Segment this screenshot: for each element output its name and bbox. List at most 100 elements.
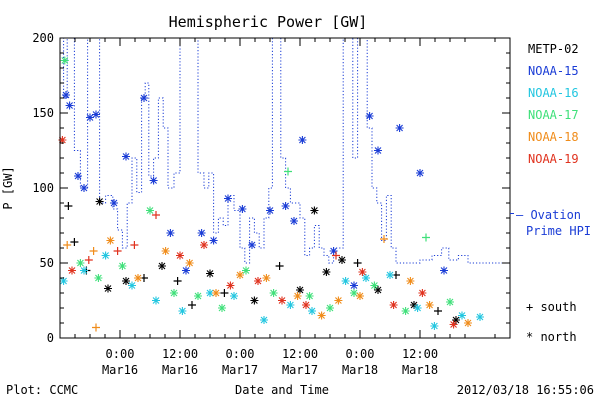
data-point xyxy=(206,289,214,297)
y-tick-label: 200 xyxy=(32,31,54,45)
data-point xyxy=(406,277,415,285)
x-tick-label-date: Mar18 xyxy=(342,363,378,377)
data-point xyxy=(353,259,362,267)
data-point xyxy=(386,271,394,279)
data-point xyxy=(118,262,127,270)
x-tick-label-date: Mar16 xyxy=(102,363,138,377)
data-point xyxy=(242,266,250,275)
data-point xyxy=(446,298,454,306)
data-point xyxy=(293,292,302,300)
data-point xyxy=(206,269,214,278)
data-point xyxy=(317,311,326,320)
legend-entry-metp-02: METP-02 xyxy=(528,42,579,56)
data-point xyxy=(308,307,316,315)
data-point xyxy=(281,202,290,210)
data-point xyxy=(422,233,430,242)
data-point xyxy=(146,206,154,215)
data-point xyxy=(298,136,307,144)
data-point xyxy=(152,211,160,219)
data-point xyxy=(356,292,364,300)
data-point xyxy=(413,304,422,312)
data-point xyxy=(92,323,100,332)
data-point xyxy=(64,202,73,210)
data-point xyxy=(63,241,72,249)
legend-entry-noaa-19: NOAA-19 xyxy=(528,152,579,166)
y-tick-label: 150 xyxy=(32,106,54,120)
marker-legend-south: + south xyxy=(526,300,577,314)
x-tick-label-time: 0:00 xyxy=(106,347,135,361)
axes: 0 50 100 150 200 0:00 Mar16 12:00 Mar16 0:00 Mar17… xyxy=(32,31,510,377)
data-point xyxy=(209,236,218,245)
legend-entry-noaa-18: NOAA-18 xyxy=(528,130,579,144)
data-point xyxy=(380,235,388,243)
data-point xyxy=(134,274,142,282)
data-point xyxy=(122,152,130,161)
data-point xyxy=(250,296,259,305)
y-tick-label: 100 xyxy=(32,181,54,195)
legend-ovation-label: — Ovation xyxy=(516,208,581,222)
data-point xyxy=(238,205,247,213)
data-point xyxy=(341,277,350,285)
data-point xyxy=(425,301,434,309)
legend: METP-02 NOAA-15 NOAA-16 NOAA-17 NOAA-18 NOAA-… xyxy=(510,42,591,344)
y-tick-label: 0 xyxy=(47,331,54,345)
data-point xyxy=(458,311,466,320)
series-noaa-17 xyxy=(60,56,454,315)
data-point xyxy=(218,304,226,312)
data-point xyxy=(197,229,206,237)
data-point xyxy=(464,319,472,327)
data-point xyxy=(329,247,338,255)
data-point xyxy=(58,136,67,144)
data-point xyxy=(296,286,304,294)
data-point xyxy=(434,307,442,315)
data-point xyxy=(254,277,262,285)
data-point xyxy=(260,316,268,324)
data-point xyxy=(290,217,298,225)
data-point xyxy=(440,266,448,275)
data-point xyxy=(226,281,235,290)
data-point xyxy=(130,241,139,249)
data-point xyxy=(370,281,379,290)
ovation-hpi-line xyxy=(60,37,510,264)
data-point xyxy=(158,262,166,270)
series-noaa-15 xyxy=(62,91,448,290)
x-tick-label-date: Mar16 xyxy=(162,363,198,377)
data-point xyxy=(170,289,178,297)
plot-frame xyxy=(59,37,511,339)
data-point xyxy=(452,316,460,324)
x-tick-label-time: 12:00 xyxy=(162,347,198,361)
data-point xyxy=(194,292,202,300)
plot-timestamp: 2012/03/18 16:55:06 xyxy=(457,383,594,397)
series-noaa-16 xyxy=(59,251,484,330)
data-point xyxy=(338,256,346,264)
data-point xyxy=(401,307,410,315)
data-point xyxy=(94,274,103,282)
x-tick-label-time: 12:00 xyxy=(282,347,318,361)
chart-title: Hemispheric Power [GW] xyxy=(169,13,368,31)
data-point xyxy=(76,259,85,267)
data-point xyxy=(334,296,343,305)
data-point xyxy=(395,124,404,132)
data-point xyxy=(62,91,70,99)
data-point xyxy=(374,286,382,294)
data-point xyxy=(350,289,358,297)
data-point xyxy=(59,277,68,285)
legend-entry-noaa-15: NOAA-15 xyxy=(528,64,579,78)
data-point xyxy=(173,277,182,285)
data-point xyxy=(70,238,79,246)
data-point xyxy=(106,236,115,245)
data-point xyxy=(278,296,286,305)
data-point xyxy=(476,313,484,321)
marker-legend-north: * north xyxy=(526,330,577,344)
data-point xyxy=(65,101,74,110)
data-point xyxy=(248,241,256,249)
data-point xyxy=(104,284,112,293)
data-point xyxy=(332,251,340,260)
x-tick-label-date: Mar17 xyxy=(282,363,318,377)
data-point xyxy=(68,266,76,275)
data-point xyxy=(284,167,292,176)
data-point xyxy=(262,274,271,282)
plot-credit: Plot: CCMC xyxy=(6,383,78,397)
data-point xyxy=(224,194,232,203)
data-point xyxy=(418,289,427,297)
